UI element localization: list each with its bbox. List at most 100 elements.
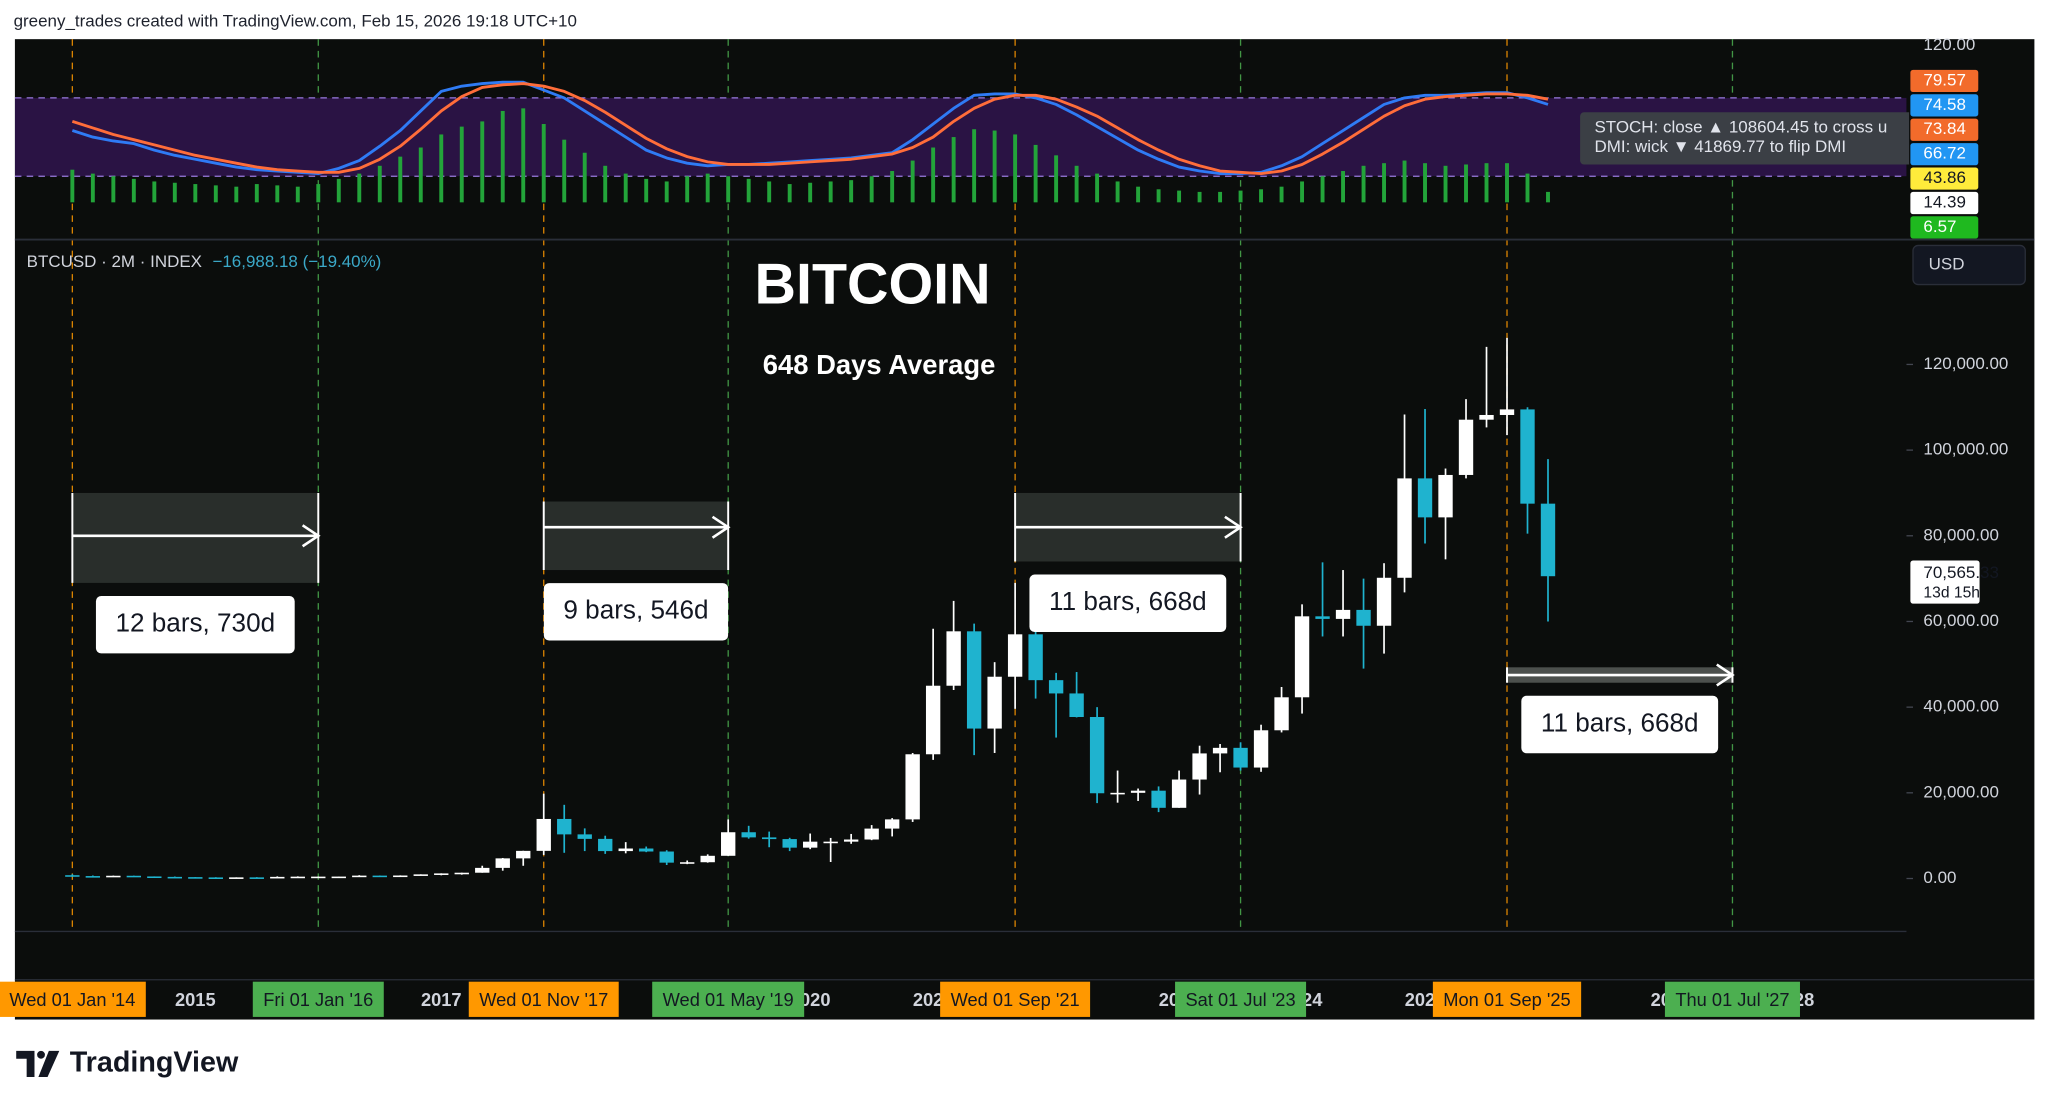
measure-label: 12 bars, 730d <box>116 608 276 638</box>
chart-title: BITCOIN <box>755 253 991 317</box>
histogram-bar <box>931 147 936 203</box>
marker-date-box <box>652 981 805 1017</box>
measure-label: 11 bars, 668d <box>1541 707 1699 737</box>
histogram-bar <box>1218 191 1223 203</box>
candle-body <box>126 875 142 878</box>
countdown-label: 13d 15h <box>1923 584 1980 601</box>
candle-body <box>843 839 859 842</box>
histogram-bar <box>316 184 321 203</box>
indicator-value-box <box>1910 216 1979 239</box>
marker-date-box <box>252 981 384 1017</box>
histogram-bar <box>254 184 259 203</box>
brand-name: TradingView <box>70 1046 239 1078</box>
currency-label[interactable]: USD <box>1929 254 1965 273</box>
histogram-bar <box>890 171 895 203</box>
candle-body <box>1253 730 1269 768</box>
histogram-bar <box>459 126 464 203</box>
chart-subtitle: 648 Days Average <box>763 349 996 380</box>
histogram-bar <box>500 110 505 203</box>
histogram-bar <box>234 186 239 203</box>
histogram-bar <box>213 185 218 203</box>
histogram-bar <box>1443 165 1448 203</box>
candle-body <box>1417 478 1433 518</box>
price-change: −16,988.18 (−19.40%) <box>212 252 381 271</box>
candle-body <box>270 876 285 879</box>
candle-body <box>208 877 223 879</box>
indicator-value-label: 66.72 <box>1923 144 1965 163</box>
measure-label-box <box>1029 574 1227 632</box>
histogram-bar <box>1197 191 1202 203</box>
candle-body <box>618 848 633 852</box>
histogram-bar <box>1546 191 1550 203</box>
candle-body <box>639 848 654 852</box>
candle-body <box>1151 790 1166 808</box>
candle-body <box>1315 616 1330 619</box>
candle-body <box>721 832 736 856</box>
candle-body <box>106 875 121 878</box>
histogram-bar <box>746 178 751 203</box>
candle-body <box>1233 747 1248 768</box>
marker-date-label: Wed 01 May '19 <box>663 989 794 1010</box>
candle-body <box>905 754 920 820</box>
candle-body <box>966 631 982 729</box>
currency-button[interactable] <box>1912 244 2026 286</box>
y-tick-label: 60,000.00 <box>1923 611 1999 630</box>
histogram-bar <box>90 173 95 203</box>
candle-body <box>782 839 797 848</box>
tooltip-box <box>1580 112 1910 165</box>
indicator-tick-label: 120.00 <box>1923 35 1975 54</box>
candle-body <box>700 855 715 863</box>
indicator-value-label: 43.86 <box>1923 168 1965 187</box>
candle-body <box>762 837 777 840</box>
histogram-bar <box>1423 163 1427 203</box>
tooltip: STOCH: close ▲ 108604.45 to cross uDMI: … <box>1580 112 1910 165</box>
candle-body <box>1171 779 1187 808</box>
histogram-bar <box>726 176 731 203</box>
attribution: greeny_trades created with TradingView.c… <box>14 12 577 31</box>
candles <box>65 337 1556 879</box>
marker-date-box <box>0 981 146 1017</box>
measure-arrowhead <box>1224 515 1243 539</box>
candle-body <box>1192 753 1207 780</box>
histogram-bar <box>336 178 341 203</box>
measure-box <box>543 501 729 571</box>
candle-body <box>946 631 961 686</box>
indicator-value-box <box>1910 191 1979 215</box>
candle-body <box>1294 616 1310 698</box>
candle-body <box>1438 474 1453 518</box>
last-price-box <box>1910 560 1980 604</box>
histogram-bar <box>1156 189 1161 203</box>
histogram-bar <box>1525 173 1530 203</box>
candle-body <box>1110 792 1125 795</box>
histogram-bar <box>275 185 280 203</box>
logo-dot <box>37 1050 45 1059</box>
candle-body <box>229 877 244 879</box>
candle-body <box>65 875 80 877</box>
histogram-bar <box>808 182 813 203</box>
candle-body <box>1376 577 1392 626</box>
histogram-bar <box>828 181 833 203</box>
marker-date-label: Thu 01 Jul '27 <box>1675 989 1789 1010</box>
candle-body <box>188 877 203 879</box>
measure-label-box <box>1521 695 1719 754</box>
candle-body <box>1540 503 1556 577</box>
measure-label: 9 bars, 546d <box>563 595 708 625</box>
candle-body <box>802 841 818 848</box>
histogram-bar <box>1279 186 1284 203</box>
candle-body <box>454 872 469 875</box>
candle-body <box>167 876 183 879</box>
indicator-value-label: 73.84 <box>1923 119 1965 138</box>
histogram-bar <box>398 156 403 203</box>
histogram-bar <box>972 129 977 203</box>
indicator-value-box <box>1910 118 1979 141</box>
marker-date-box <box>940 981 1091 1017</box>
indicator-value-label: 79.57 <box>1923 70 1965 89</box>
histogram-bar <box>377 165 382 203</box>
candle-body <box>741 832 756 838</box>
candle-body <box>85 876 101 878</box>
marker-date-label: Fri 01 Jan '16 <box>263 989 373 1010</box>
histogram-bar <box>1115 181 1120 203</box>
marker-date-box <box>1432 981 1582 1017</box>
histogram-bar <box>480 121 485 203</box>
